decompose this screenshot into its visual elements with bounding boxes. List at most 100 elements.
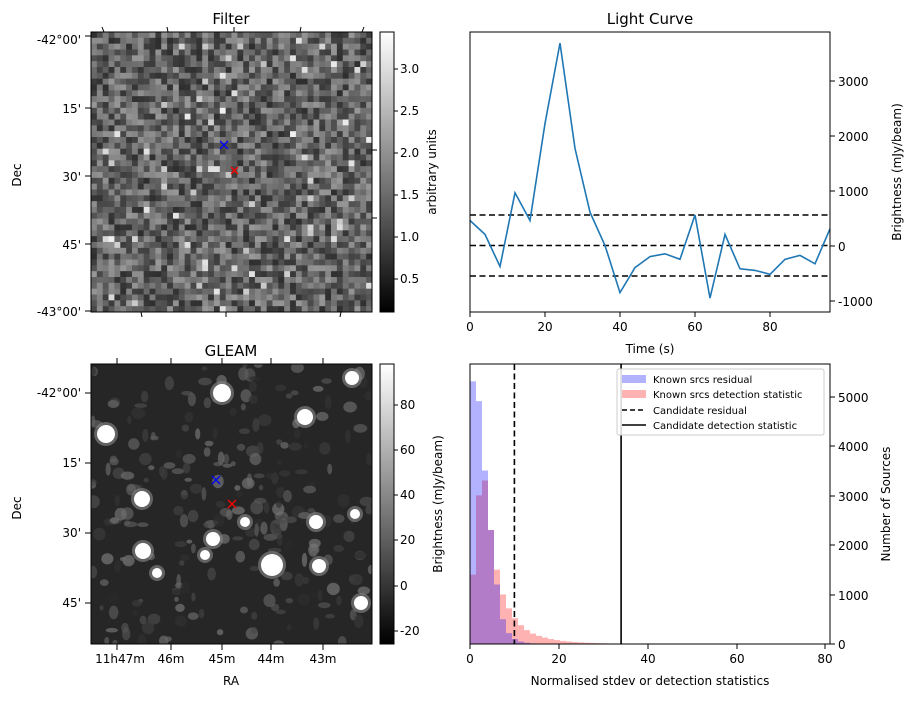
- gleam-source: [350, 509, 360, 519]
- filter-panel: Filter -42°00' 15' 30' 45' -43°00' Dec: [10, 10, 439, 319]
- hist-xtick: 0: [466, 652, 474, 666]
- gleam-cb-tick: 60: [400, 443, 415, 457]
- gleam-ra-tick-label: 44m: [258, 652, 285, 666]
- histogram-ylabel: Number of Sources: [879, 447, 893, 562]
- filter-title: Filter: [212, 10, 250, 28]
- gleam-source: [261, 554, 283, 576]
- gleam-cb-tick: 0: [400, 579, 408, 593]
- gleam-dec-tick-label: 15': [62, 456, 81, 470]
- hist-bar-residual: [494, 585, 500, 644]
- gleam-ra-tick-label: 11h47m: [95, 652, 145, 666]
- gleam-dec-tick-label: 30': [62, 526, 81, 540]
- lightcurve-ylabel: Brightness (mJy/beam): [890, 103, 904, 241]
- histogram-yticks: 5000 4000 3000 2000 1000 0: [830, 391, 869, 652]
- hist-bar-detection: [536, 636, 542, 644]
- gleam-source: [152, 568, 162, 578]
- hist-bar-detection: [542, 638, 548, 644]
- legend-label: Known srcs residual: [653, 375, 752, 386]
- hist-ytick: 5000: [838, 391, 869, 405]
- hist-bar-residual: [482, 471, 488, 644]
- lc-ytick: 3000: [838, 75, 869, 89]
- lightcurve-title: Light Curve: [607, 10, 693, 28]
- legend-label: Candidate detection statistic: [653, 421, 797, 432]
- filter-dec-tick-label: -42°00': [37, 33, 81, 47]
- legend-swatch-residual: [622, 375, 646, 383]
- lightcurve-yticks: 3000 2000 1000 0 -1000: [830, 75, 873, 309]
- filter-cb-tick: 2.5: [400, 104, 419, 118]
- histogram-xlabel: Normalised stdev or detection statistics: [531, 674, 770, 688]
- gleam-dec-tick-label: -42°00': [37, 386, 81, 400]
- lc-ytick: 1000: [838, 185, 869, 199]
- legend-swatch-detection: [622, 390, 646, 398]
- filter-colorbar-label: arbitrary units: [425, 129, 439, 215]
- gleam-source: [354, 596, 368, 610]
- gleam-panel: GLEAM -42°00' 15' 30' 45' 11h47m: [10, 342, 445, 688]
- filter-dec-tick-label: 15': [62, 102, 81, 116]
- hist-ytick: 2000: [838, 539, 869, 553]
- filter-dec-tick-label: 30': [62, 170, 81, 184]
- gleam-xlabel: RA: [223, 674, 240, 688]
- lightcurve-panel: Light Curve 0 20 40 60 80 3000 2000 1000…: [466, 10, 904, 356]
- lc-ytick: 0: [838, 240, 846, 254]
- lc-xtick: 80: [762, 320, 777, 334]
- lc-xtick: 60: [687, 320, 702, 334]
- filter-cb-tick: 3.0: [400, 62, 419, 76]
- gleam-ylabel: Dec: [10, 496, 24, 519]
- gleam-source: [134, 491, 150, 507]
- filter-cb-tick: 1.5: [400, 188, 419, 202]
- filter-dec-tick-label: -43°00': [37, 305, 81, 319]
- histogram-xticks: 0 20 40 60 80: [466, 644, 832, 666]
- lightcurve-xlabel: Time (s): [625, 342, 675, 356]
- hist-bar-residual: [488, 530, 494, 644]
- lc-xtick: 20: [537, 320, 552, 334]
- gleam-colorbar-label: Brightness (mJy/beam): [431, 435, 445, 573]
- hist-ytick: 0: [838, 638, 846, 652]
- gleam-dec-ticks: -42°00' 15' 30' 45': [37, 386, 91, 610]
- gleam-cb-tick: 20: [400, 533, 415, 547]
- gleam-source: [312, 559, 326, 573]
- filter-dec-ticks: -42°00' 15' 30' 45' -43°00': [37, 33, 91, 319]
- filter-cb-tick: 1.0: [400, 230, 419, 244]
- gleam-source: [345, 371, 359, 385]
- lightcurve-plot-area: [470, 43, 830, 298]
- filter-colorbar: [380, 32, 394, 312]
- filter-colorbar-ticks: 3.0 2.5 2.0 1.5 1.0 0.5: [394, 62, 419, 286]
- hist-bar-detection: [518, 625, 524, 644]
- gleam-colorbar-ticks: 80 60 40 20 0 -20: [394, 398, 420, 638]
- gleam-source: [97, 425, 115, 443]
- hist-bar-residual: [476, 401, 482, 644]
- histogram-panel: 0 20 40 60 80 5000 4000 3000 2000 1000 0…: [466, 364, 893, 688]
- gleam-cb-tick: 80: [400, 398, 415, 412]
- filter-image: [91, 32, 372, 312]
- lightcurve-xticks: 0 20 40 60 80: [466, 312, 777, 334]
- gleam-source: [309, 515, 323, 529]
- gleam-colorbar: [380, 364, 394, 644]
- gleam-source: [206, 532, 220, 546]
- hist-ytick: 3000: [838, 490, 869, 504]
- gleam-source: [200, 550, 210, 560]
- hist-xtick: 80: [817, 652, 832, 666]
- hist-xtick: 20: [551, 652, 566, 666]
- gleam-title: GLEAM: [205, 342, 258, 360]
- gleam-ra-tick-label: 46m: [158, 652, 185, 666]
- hist-bar-residual: [500, 619, 506, 644]
- gleam-cb-tick: 40: [400, 488, 415, 502]
- gleam-dec-tick-label: 45': [62, 596, 81, 610]
- gleam-ra-tick-label: 43m: [310, 652, 337, 666]
- lc-ytick: -1000: [838, 295, 873, 309]
- gleam-source: [297, 409, 313, 425]
- lightcurve-frame: [470, 32, 830, 312]
- hist-xtick: 40: [640, 652, 655, 666]
- gleam-source: [135, 543, 151, 559]
- filter-dec-tick-label: 45': [62, 238, 81, 252]
- gleam-ra-tick-labels: 11h47m 46m 45m 44m 43m: [95, 652, 336, 666]
- legend-label: Candidate residual: [653, 406, 747, 417]
- hist-ytick: 4000: [838, 440, 869, 454]
- hist-bar-detection: [524, 630, 530, 644]
- hist-ytick: 1000: [838, 589, 869, 603]
- filter-ylabel: Dec: [10, 163, 24, 186]
- lightcurve-series-line: [470, 43, 830, 298]
- hist-xtick: 60: [729, 652, 744, 666]
- gleam-source: [213, 384, 231, 402]
